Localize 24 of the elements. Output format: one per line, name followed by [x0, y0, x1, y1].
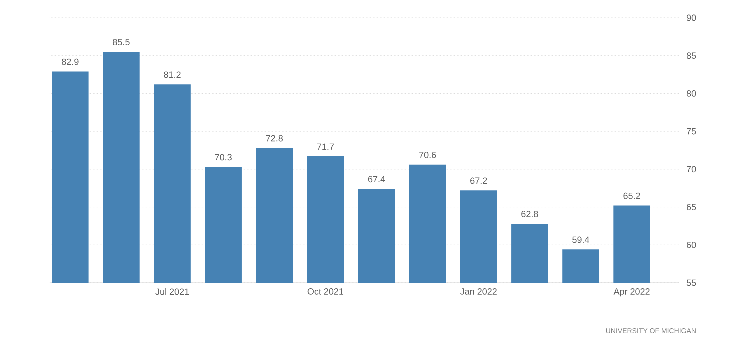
y-tick-label: 85 — [686, 52, 696, 60]
data-label: 71.7 — [317, 144, 334, 150]
data-label: 81.2 — [164, 72, 181, 78]
x-tick-label: Oct 2021 — [308, 288, 344, 295]
data-label: 85.5 — [113, 39, 130, 46]
x-tick-label: Apr 2022 — [614, 288, 650, 297]
data-label: 72.8 — [266, 135, 284, 142]
y-tick-label: 90 — [686, 14, 696, 22]
x-tick-label: Jan 2022 — [460, 288, 497, 295]
data-label: 82.9 — [62, 58, 79, 66]
y-tick-label: 70 — [687, 166, 696, 173]
data-label: 59.4 — [572, 236, 590, 244]
y-tick-label: 65 — [687, 204, 696, 210]
data-label: 67.2 — [470, 178, 488, 184]
y-tick-label: 55 — [686, 280, 696, 286]
data-label: 70.6 — [420, 152, 436, 158]
y-tick-label: 80 — [686, 90, 696, 97]
data-label: 67.4 — [368, 176, 386, 183]
x-tick-label: Jul 2021 — [156, 288, 190, 296]
data-label: 62.8 — [522, 211, 538, 218]
data-label: 70.3 — [215, 154, 232, 161]
y-tick-label: 60 — [687, 242, 696, 248]
data-label: 65.2 — [624, 192, 640, 200]
y-tick-label: 75 — [687, 128, 696, 135]
